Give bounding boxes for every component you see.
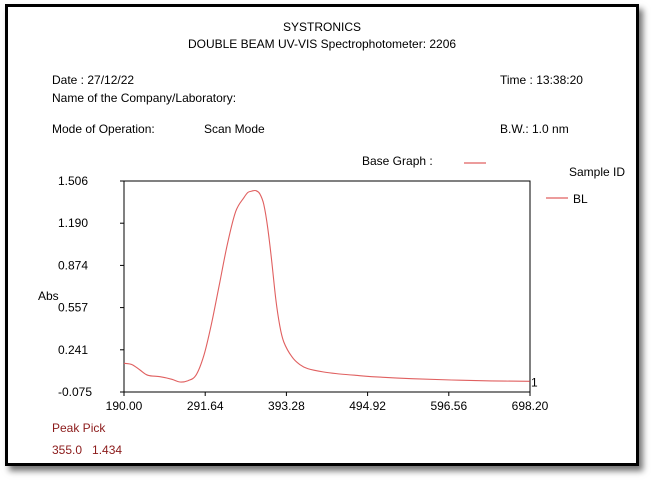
instrument-title: DOUBLE BEAM UV-VIS Spectrophotometer: 22…	[187, 37, 457, 51]
legend-series-label: BL	[573, 192, 588, 206]
x-tick-label: 291.64	[187, 399, 224, 413]
company-label: Name of the Company/Laboratory:	[52, 91, 237, 105]
y-axis-label: Abs	[38, 289, 59, 303]
x-axis: 190.00 291.64 393.28 494.92 596.56 698.20	[106, 392, 549, 413]
peak-wavelength: 355.0	[52, 443, 83, 457]
y-tick-label: 0.874	[58, 258, 88, 272]
series-line-bl	[123, 189, 530, 383]
y-tick-label: 0.557	[58, 301, 88, 315]
spectrum-report: SYSTRONICS DOUBLE BEAM UV-VIS Spectropho…	[5, 4, 639, 466]
y-axis: -0.075 0.241 0.557 0.874 1.190 1.506	[58, 174, 124, 399]
peak-pick-title: Peak Pick	[52, 421, 106, 435]
x-tick-label: 596.56	[430, 399, 467, 413]
plot-area	[123, 180, 531, 393]
x-tick-label: 698.20	[512, 399, 549, 413]
brand-title: SYSTRONICS	[282, 20, 361, 34]
x-tick-label: 494.92	[349, 399, 386, 413]
peak-pick-values: 355.0 1.434	[52, 443, 122, 457]
x-tick-label: 393.28	[268, 399, 305, 413]
y-tick-label: 0.241	[58, 343, 88, 357]
time-label: Time : 13:38:20	[500, 73, 583, 87]
x-tick-label: 190.00	[106, 399, 143, 413]
mode-label: Mode of Operation:	[52, 122, 155, 136]
spectrum-chart: -0.075 0.241 0.557 0.874 1.190 1.506 190.00 29…	[38, 162, 568, 413]
date-label: Date : 27/12/22	[52, 73, 135, 87]
y-tick-label: 1.190	[58, 216, 88, 230]
base-graph-label: Base Graph :	[362, 154, 433, 168]
mode-value: Scan Mode	[204, 122, 265, 136]
sample-id-label: Sample ID	[569, 165, 626, 179]
bandwidth-label: B.W.: 1.0 nm	[500, 122, 569, 136]
curve-end-marker: 1	[531, 375, 538, 389]
y-tick-label: 1.506	[58, 174, 88, 188]
y-tick-label: -0.075	[58, 385, 92, 399]
peak-absorbance: 1.434	[92, 443, 123, 457]
